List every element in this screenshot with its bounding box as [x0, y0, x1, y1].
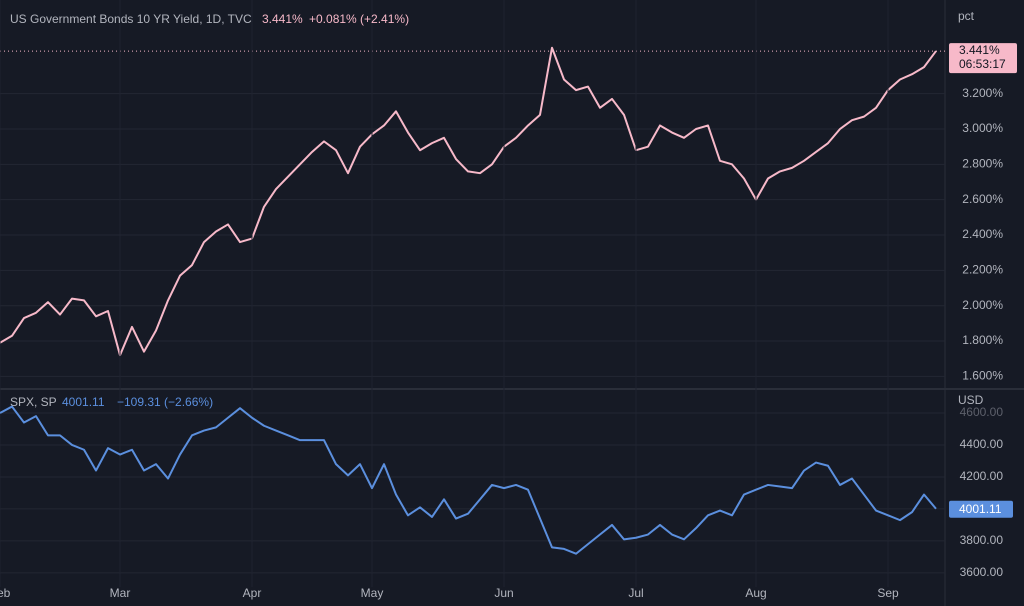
x-tick-label: Mar	[110, 586, 131, 600]
data-line	[0, 46, 937, 357]
x-tick-label: Jul	[628, 586, 643, 600]
y-tick-label: 3.200%	[962, 86, 1003, 100]
last-price-label: 3.441%	[959, 43, 1000, 57]
y-tick-label: 3.000%	[962, 121, 1003, 135]
y-tick-label: 2.000%	[962, 298, 1003, 312]
y-tick-label: 3600.00	[960, 565, 1004, 579]
header-change: +0.081% (+2.41%)	[309, 12, 409, 26]
last-price-label: 4001.11	[959, 502, 1002, 516]
y-tick-label: 4400.00	[960, 437, 1004, 451]
y-tick-label: 1.800%	[962, 333, 1003, 347]
y-tick-label: 2.600%	[962, 192, 1003, 206]
unit-label: pct	[958, 9, 975, 23]
last-price-box	[949, 500, 1013, 518]
header-value: 3.441%	[262, 12, 303, 26]
x-tick-label: Sep	[877, 586, 899, 600]
countdown-label: 06:53:17	[959, 57, 1006, 71]
x-tick-label: Jun	[494, 586, 513, 600]
pane-title: US Government Bonds 10 YR Yield, 1D, TVC	[10, 12, 252, 26]
y-tick-label: 2.400%	[962, 227, 1003, 241]
header-value: 4001.11	[62, 395, 105, 409]
y-tick-label: 4200.00	[960, 469, 1004, 483]
x-tick-label: Feb	[0, 586, 11, 600]
data-line	[0, 405, 937, 555]
pane-title: SPX, SP	[10, 395, 57, 409]
last-price-box	[949, 43, 1017, 74]
y-tick-label: 1.600%	[962, 369, 1003, 383]
unit-label: USD	[958, 393, 984, 407]
header-change: −109.31 (−2.66%)	[117, 395, 213, 409]
y-tick-label: 4600.00	[960, 405, 1004, 419]
y-tick-label: 2.200%	[962, 263, 1003, 277]
x-tick-label: May	[361, 586, 384, 600]
y-tick-label: 2.800%	[962, 157, 1003, 171]
y-tick-label: 3800.00	[960, 533, 1004, 547]
x-tick-label: Apr	[243, 586, 262, 600]
x-tick-label: Aug	[745, 586, 766, 600]
